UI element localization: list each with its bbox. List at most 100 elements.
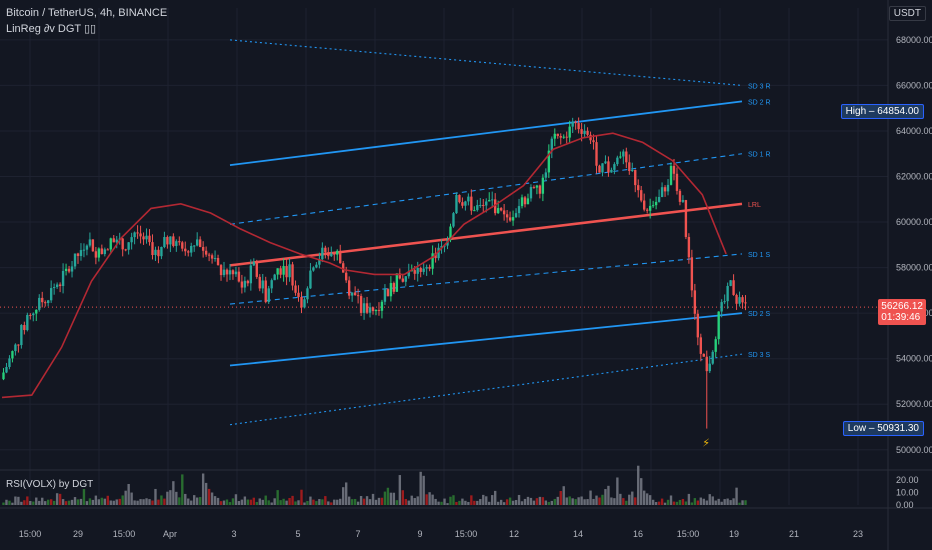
band-labels: SD 3 R SD 2 R SD 1 R LRL SD 1 S SD 2 S SD 3 S (748, 83, 771, 359)
volume-bar (705, 500, 708, 505)
volume-bar (73, 497, 77, 505)
candle-body (327, 252, 330, 257)
volume-bar (470, 495, 473, 505)
regression-band-line (229, 253, 743, 305)
volume-bar (687, 493, 691, 505)
candle-body (20, 325, 23, 346)
volume-bar (696, 500, 700, 505)
candle-body (648, 205, 652, 211)
candle-body (678, 190, 682, 202)
volume-bar (207, 488, 211, 505)
candle-body (79, 250, 83, 257)
volume-bar (103, 498, 106, 505)
volume-bar (61, 499, 65, 505)
candle-body (297, 292, 300, 298)
volume-bar (529, 497, 533, 505)
volume-bar (151, 500, 154, 505)
volume-bar (133, 500, 136, 505)
price-tick-label: 68000.00 (896, 35, 932, 45)
candle-body (687, 237, 691, 258)
regression-band-line (229, 39, 743, 86)
candle-body (592, 140, 595, 143)
volume-bar (35, 497, 38, 505)
indicator-title[interactable]: LinReg ∂v DGT ▯▯ (6, 23, 97, 35)
candle-body (97, 248, 101, 258)
candle-body (479, 204, 482, 206)
time-tick-label: 7 (355, 529, 360, 539)
price-axis[interactable]: 68000.00 66000.00 64000.00 62000.00 60000.00… (896, 35, 932, 455)
candle-body (76, 253, 80, 257)
time-tick-label: 29 (73, 529, 83, 539)
candle-body (160, 246, 163, 257)
volume-bar (648, 495, 652, 505)
candle-body (523, 197, 527, 205)
volume-bar (2, 502, 5, 505)
currency-label[interactable]: USDT (888, 6, 926, 21)
current-price-value: 56266.12 (881, 301, 923, 313)
volume-bar (198, 497, 202, 505)
volume-bar (100, 497, 104, 505)
candle-body (225, 269, 229, 275)
volume-bar (181, 474, 184, 505)
candle-body (228, 270, 232, 275)
candle-body (565, 136, 568, 138)
volume-bar (136, 500, 139, 505)
volume-bar (517, 494, 521, 505)
candle-body (321, 247, 324, 260)
volume-bar (413, 498, 416, 505)
candle-body (309, 270, 312, 289)
volume-bar (261, 499, 264, 505)
volume-bar (634, 497, 637, 505)
volume-bar (729, 500, 732, 505)
volume-bar (702, 498, 705, 505)
volume-bar (52, 500, 56, 505)
volume-bar (82, 489, 86, 505)
candle-body (467, 196, 470, 202)
volume-bar (631, 491, 634, 505)
volume-bar (163, 498, 166, 505)
volume-bar (276, 490, 279, 505)
symbol-title[interactable]: Bitcoin / TetherUS, 4h, BINANCE (6, 7, 168, 19)
candle-body (106, 249, 109, 251)
volume-bar (416, 496, 419, 505)
candle-body (359, 296, 363, 313)
candle-body (392, 283, 396, 292)
candle-body (365, 303, 369, 313)
candle-body (172, 236, 175, 246)
volume-bar (213, 496, 217, 505)
volume-bar (237, 501, 241, 505)
candle-body (732, 280, 735, 295)
candle-body (651, 205, 655, 207)
candle-body (285, 266, 288, 278)
volume-bar (741, 500, 744, 505)
volume-bar (619, 493, 622, 505)
volume-bar (246, 499, 250, 505)
candle-body (407, 271, 410, 277)
candle-body (705, 356, 708, 372)
candle-body (243, 280, 247, 288)
candle-body (383, 289, 387, 302)
volume-bar (142, 499, 145, 505)
time-axis[interactable]: 15:00 29 15:00 Apr 3 5 7 9 15:00 12 14 16 15:00 19 21 2… (19, 529, 863, 539)
volume-bar (336, 499, 339, 505)
volume-bar (297, 500, 300, 505)
volume-bar (708, 494, 711, 505)
volume-bar (666, 499, 670, 505)
candle-body (693, 290, 697, 314)
volume-bar (94, 495, 98, 505)
candle-body (717, 311, 720, 340)
candle-body (145, 235, 148, 240)
price-tick-label: 64000.00 (896, 126, 932, 136)
volume-panel-title[interactable]: RSI(VOLX) by DGT (6, 479, 94, 490)
volume-bar (279, 500, 282, 505)
candle-body (312, 267, 315, 271)
time-tick-label: 23 (853, 529, 863, 539)
volume-bar (14, 496, 17, 505)
time-tick-label: 12 (509, 529, 519, 539)
candle-body (163, 237, 166, 247)
candle-body (258, 276, 261, 289)
regression-band-line (229, 312, 743, 367)
band-label: SD 3 S (748, 352, 771, 359)
candle-body (58, 284, 62, 286)
